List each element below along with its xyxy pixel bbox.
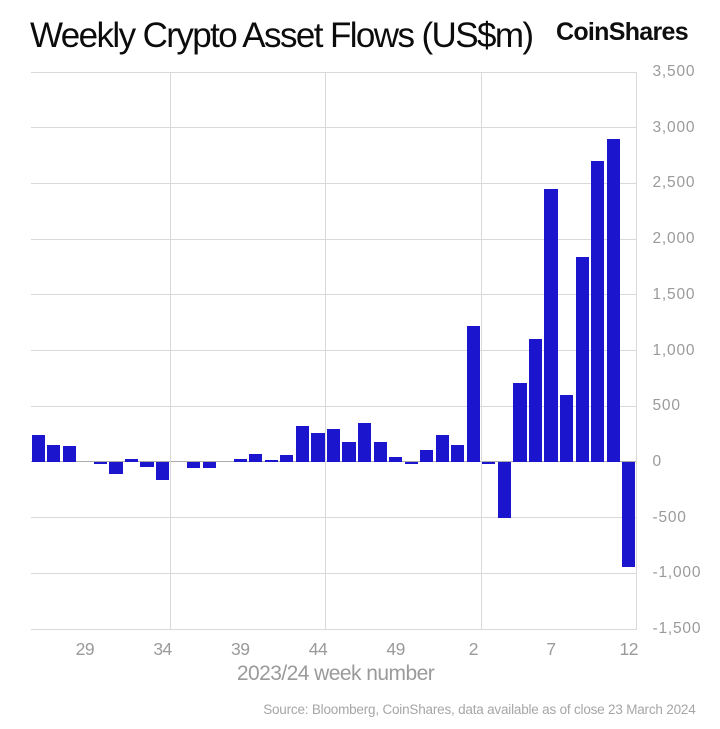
x-tick-label: 34 [153,638,172,659]
gridline-v [480,72,482,629]
x-tick-label: 29 [75,638,95,659]
bar [311,432,325,462]
y-tick-label: 1,500 [652,285,696,303]
bar [575,256,589,462]
gridline-h [30,628,637,630]
y-tick-label: 2,000 [652,230,696,248]
bar [124,459,139,462]
bar [544,188,558,462]
bar [513,383,527,462]
gridline-h [30,127,637,129]
bar [187,461,201,468]
bar [62,446,76,462]
gridline-h [30,461,637,463]
bar [451,445,465,462]
y-tick-label: 1,000 [652,341,696,359]
y-tick-label: 2,500 [652,174,696,192]
bar [606,138,620,462]
x-tick-label: 7 [546,638,556,659]
bar [357,423,372,462]
bar [202,461,216,468]
x-tick-label: 44 [308,638,328,659]
source-note: Source: Bloomberg, CoinShares, data avai… [263,702,696,718]
bar [93,461,108,465]
bar [420,450,434,462]
y-tick-label: 500 [652,397,681,415]
gridline-h [30,294,637,296]
bar [264,460,278,462]
bar [155,461,170,481]
chart-title: Weekly Crypto Asset Flows (US$m) [30,16,534,55]
bar [280,454,294,462]
bar [326,429,341,462]
gridline-v [169,72,171,629]
y-tick-label: -1,500 [652,620,702,637]
bar [373,442,387,462]
bar [528,339,543,462]
bar [109,461,123,474]
coinshares-logo: CoinShares [556,17,689,46]
y-tick-label: 0 [652,452,662,470]
gridline-h [30,517,637,519]
gridline-h [30,350,637,351]
bar [389,457,403,462]
gridline-h [30,238,637,240]
y-tick-label: -1,000 [652,564,702,582]
bar [482,461,496,465]
bar [591,161,605,462]
bar [47,445,61,462]
bar [404,461,418,464]
y-tick-label: 3,500 [652,63,696,80]
bar [466,325,480,462]
bar [497,461,512,518]
x-tick-label: 39 [231,638,250,659]
bar [31,435,45,462]
bar [233,459,247,462]
bar [622,461,636,567]
y-tick-label: 3,000 [652,118,696,136]
gridline-h [30,182,637,184]
y-tick-label: -500 [652,508,687,526]
gridline-v [636,72,637,629]
x-axis-title: 2023/24 week number [236,662,435,685]
gridline-v [325,72,327,629]
gridline-h [30,572,637,574]
bar [140,461,154,467]
bar [342,442,356,462]
x-tick-label: 12 [619,638,638,659]
gridline-h [30,71,637,73]
bar [559,395,574,462]
bar [249,453,263,462]
x-tick-label: 2 [468,638,479,659]
bar [295,425,310,462]
bar [435,434,449,462]
x-tick-label: 49 [386,638,405,659]
gridline-h [30,405,637,407]
